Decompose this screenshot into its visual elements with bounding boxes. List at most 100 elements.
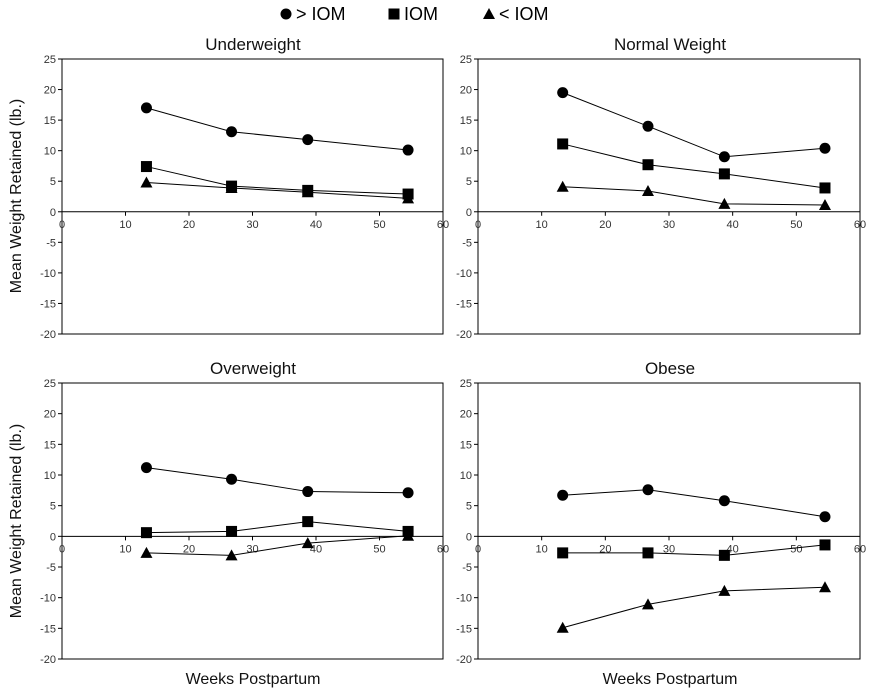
panel-title: Overweight (210, 359, 296, 378)
x-tick-label: 60 (437, 219, 449, 231)
data-point-square (819, 539, 830, 550)
x-tick-label: 50 (373, 219, 385, 231)
y-tick-label: 5 (50, 176, 56, 188)
x-tick-label: 10 (119, 543, 131, 555)
y-tick-label: 25 (44, 378, 56, 390)
data-point-circle (141, 462, 152, 473)
y-tick-label: 25 (44, 54, 56, 66)
x-tick-label: 10 (119, 219, 131, 231)
y-tick-label: 10 (44, 470, 56, 482)
y-tick-label: 25 (460, 54, 472, 66)
y-tick-label: -20 (456, 329, 472, 341)
x-tick-label: 20 (183, 219, 195, 231)
data-point-square (719, 168, 730, 179)
y-tick-label: 0 (50, 207, 56, 219)
x-tick-label: 0 (59, 219, 65, 231)
y-tick-label: -15 (456, 298, 472, 310)
legend-label: < IOM (499, 4, 549, 24)
panel-title: Normal Weight (614, 35, 726, 54)
y-tick-label: -20 (456, 654, 472, 666)
y-tick-label: -15 (40, 298, 56, 310)
x-tick-label: 50 (790, 543, 802, 555)
y-tick-label: -10 (456, 268, 472, 280)
x-tick-label: 10 (536, 219, 548, 231)
y-tick-label: -5 (46, 237, 56, 249)
y-tick-label: -20 (40, 329, 56, 341)
plot-frame (62, 383, 443, 659)
plot-frame (478, 383, 860, 659)
y-tick-label: -20 (40, 654, 56, 666)
y-tick-label: 15 (44, 115, 56, 127)
data-point-square (642, 159, 653, 170)
x-tick-label: 40 (310, 219, 322, 231)
data-point-square (642, 547, 653, 558)
x-tick-label: 30 (663, 219, 675, 231)
data-point-circle (557, 87, 568, 98)
legend: > IOM IOM < IOM (281, 4, 549, 24)
data-point-circle (403, 145, 414, 156)
y-tick-label: 20 (44, 85, 56, 97)
legend-marker-circle (281, 9, 292, 20)
y-tick-label: 25 (460, 378, 472, 390)
x-tick-label: 50 (373, 543, 385, 555)
x-tick-label: 0 (475, 543, 481, 555)
legend-label: > IOM (296, 4, 346, 24)
data-point-square (226, 526, 237, 537)
x-tick-label: 10 (536, 543, 548, 555)
y-tick-label: -10 (40, 268, 56, 280)
y-tick-label: 5 (50, 501, 56, 513)
series-line (146, 468, 408, 493)
y-tick-label: -15 (40, 623, 56, 635)
y-tick-label: 20 (460, 409, 472, 421)
data-point-triangle (819, 581, 831, 592)
series-line (563, 144, 825, 188)
series-line (563, 93, 825, 157)
legend-marker-triangle (483, 8, 495, 19)
x-tick-label: 20 (599, 543, 611, 555)
x-tick-label: 30 (246, 543, 258, 555)
series-line (146, 108, 408, 150)
data-point-triangle (140, 176, 152, 187)
y-tick-label: -5 (46, 562, 56, 574)
data-point-square (302, 516, 313, 527)
data-point-triangle (140, 547, 152, 558)
y-tick-label: 10 (460, 470, 472, 482)
y-tick-label: 15 (460, 439, 472, 451)
data-point-square (141, 161, 152, 172)
data-point-circle (302, 134, 313, 145)
data-point-circle (819, 511, 830, 522)
y-tick-label: 15 (460, 115, 472, 127)
data-point-circle (403, 487, 414, 498)
data-point-triangle (557, 181, 569, 192)
data-point-circle (226, 126, 237, 137)
x-tick-label: 50 (790, 219, 802, 231)
data-point-circle (719, 495, 730, 506)
data-point-circle (302, 486, 313, 497)
legend-label: IOM (404, 4, 438, 24)
data-point-circle (557, 490, 568, 501)
y-tick-label: -5 (462, 237, 472, 249)
y-tick-label: 10 (460, 146, 472, 158)
y-tick-label: 0 (50, 531, 56, 543)
x-axis-label: Weeks Postpartum (186, 671, 321, 688)
x-tick-label: 0 (59, 543, 65, 555)
series-line (146, 167, 408, 195)
data-point-circle (226, 474, 237, 485)
y-tick-label: 20 (44, 409, 56, 421)
y-tick-label: -10 (456, 593, 472, 605)
panel-title: Underweight (205, 35, 301, 54)
y-tick-label: 0 (466, 207, 472, 219)
series-line (146, 182, 408, 198)
x-tick-label: 0 (475, 219, 481, 231)
data-point-circle (642, 484, 653, 495)
y-tick-label: 5 (466, 501, 472, 513)
data-point-square (557, 138, 568, 149)
y-tick-label: -10 (40, 593, 56, 605)
data-point-circle (819, 143, 830, 154)
y-tick-label: 5 (466, 176, 472, 188)
y-tick-label: -5 (462, 562, 472, 574)
